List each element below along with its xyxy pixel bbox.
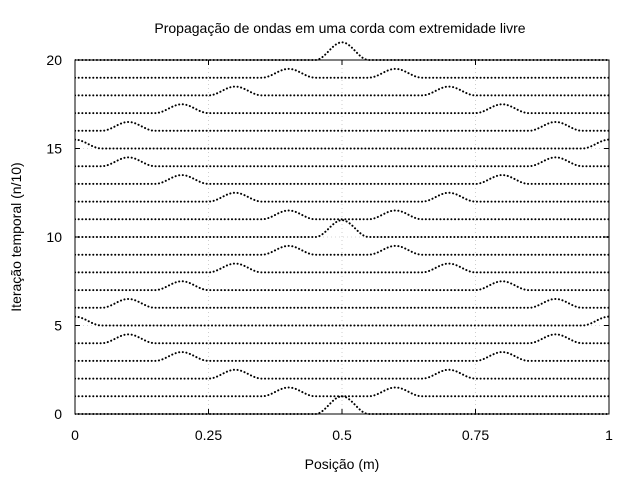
x-tick-label: 1: [605, 427, 613, 443]
series-line-11: [75, 209, 609, 221]
y-tick-label: 15: [46, 141, 62, 157]
series-line-2: [75, 368, 609, 380]
series-group: [75, 41, 609, 415]
series-line-10: [75, 219, 609, 238]
x-tick-label: 0.25: [195, 427, 222, 443]
x-tick-label: 0.5: [332, 427, 352, 443]
x-tick-label: 0: [71, 427, 79, 443]
y-axis-label: Iteração temporal (n/10): [8, 162, 24, 311]
series-line-15: [75, 138, 609, 150]
series-line-8: [75, 262, 609, 274]
y-tick-label: 5: [54, 318, 62, 334]
chart-title: Propagação de ondas em uma corda com ext…: [154, 20, 525, 36]
y-tick-label: 10: [46, 229, 62, 245]
series-line-7: [75, 280, 609, 292]
series-line-19: [75, 67, 609, 79]
series-line-6: [75, 297, 609, 309]
series-line-20: [75, 41, 609, 61]
x-tick-label: 0.75: [462, 427, 489, 443]
series-line-9: [75, 244, 609, 256]
series-line-1: [75, 386, 609, 398]
x-axis-label: Posição (m): [305, 456, 380, 472]
series-line-12: [75, 191, 609, 203]
y-tick-label: 0: [54, 406, 62, 422]
series-line-4: [75, 333, 609, 345]
series-line-18: [75, 85, 609, 97]
series-line-17: [75, 103, 609, 115]
series-line-3: [75, 351, 609, 362]
y-tick-label: 20: [46, 52, 62, 68]
series-line-5: [75, 315, 609, 327]
series-line-14: [75, 156, 609, 168]
series-line-13: [75, 174, 609, 185]
series-line-16: [75, 120, 609, 132]
